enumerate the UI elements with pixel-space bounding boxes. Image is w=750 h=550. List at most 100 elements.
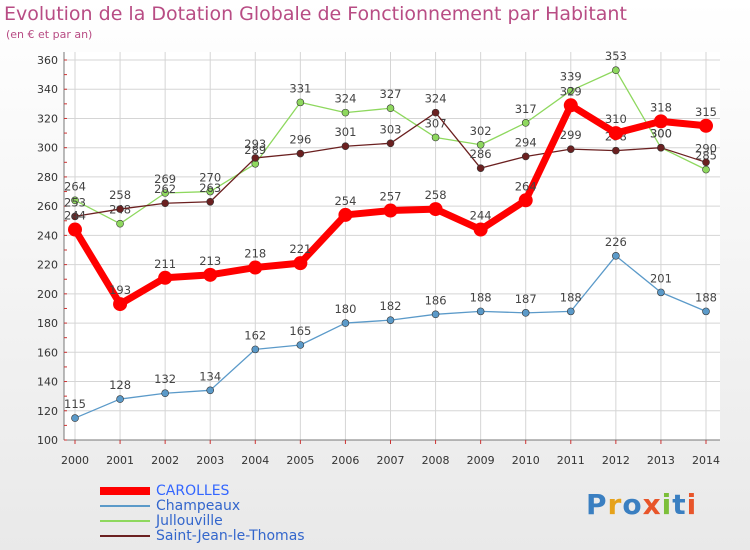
data-point-carolles bbox=[518, 193, 533, 208]
data-label-jullouville: 289 bbox=[244, 143, 266, 157]
data-point-carolles bbox=[293, 256, 308, 271]
data-label-jullouville: 339 bbox=[560, 70, 582, 84]
data-label-saint-jean-le-thomas: 290 bbox=[695, 141, 717, 155]
x-tick-label: 2002 bbox=[151, 454, 179, 467]
data-label-champeaux: 201 bbox=[650, 271, 672, 285]
y-tick-label: 160 bbox=[37, 346, 58, 359]
data-point-champeaux bbox=[161, 389, 169, 398]
data-point-jullouville bbox=[521, 119, 530, 127]
legend-swatch bbox=[100, 535, 150, 537]
data-point-carolles bbox=[113, 297, 128, 312]
data-point-champeaux bbox=[71, 414, 79, 422]
data-point-saint-jean-le-thomas bbox=[566, 145, 575, 153]
legend-swatch bbox=[100, 505, 150, 507]
data-point-jullouville bbox=[566, 86, 575, 95]
data-label-saint-jean-le-thomas: 258 bbox=[109, 188, 131, 202]
data-point-jullouville bbox=[476, 140, 485, 149]
data-label-champeaux: 188 bbox=[470, 290, 492, 304]
data-label-jullouville: 353 bbox=[605, 49, 627, 63]
data-point-jullouville bbox=[341, 108, 350, 117]
y-tick-label: 320 bbox=[37, 112, 58, 125]
data-point-carolles bbox=[158, 270, 173, 285]
legend-label: Jullouville bbox=[156, 513, 223, 529]
data-label-saint-jean-le-thomas: 294 bbox=[515, 135, 537, 149]
x-tick-label: 2008 bbox=[422, 454, 450, 467]
data-point-saint-jean-le-thomas bbox=[161, 199, 169, 208]
chart-title: Evolution de la Dotation Globale de Fonc… bbox=[4, 3, 627, 25]
y-tick-label: 240 bbox=[37, 229, 58, 242]
y-tick-label: 340 bbox=[37, 83, 58, 96]
data-label-champeaux: 182 bbox=[380, 299, 402, 313]
data-label-carolles: 193 bbox=[109, 283, 131, 297]
x-tick-label: 2010 bbox=[512, 454, 540, 467]
data-point-carolles bbox=[203, 267, 218, 282]
data-label-carolles: 315 bbox=[695, 105, 717, 119]
data-point-jullouville bbox=[206, 187, 215, 196]
data-label-champeaux: 134 bbox=[199, 369, 221, 383]
legend-swatch bbox=[100, 487, 150, 495]
data-label-champeaux: 128 bbox=[109, 378, 131, 392]
data-point-carolles bbox=[473, 222, 488, 237]
data-point-saint-jean-le-thomas bbox=[386, 139, 395, 148]
data-label-saint-jean-le-thomas: 263 bbox=[199, 181, 221, 195]
data-point-saint-jean-le-thomas bbox=[431, 108, 440, 117]
data-point-saint-jean-le-thomas bbox=[657, 143, 665, 152]
data-point-carolles bbox=[653, 114, 668, 129]
data-label-saint-jean-le-thomas: 253 bbox=[64, 195, 86, 209]
data-point-saint-jean-le-thomas bbox=[476, 164, 485, 172]
data-label-champeaux: 180 bbox=[334, 302, 356, 316]
data-label-saint-jean-le-thomas: 303 bbox=[380, 122, 402, 136]
data-point-jullouville bbox=[431, 133, 440, 142]
brand-logo: Proxiti bbox=[586, 488, 698, 521]
x-tick-label: 2007 bbox=[377, 454, 405, 467]
data-point-saint-jean-le-thomas bbox=[116, 205, 124, 213]
legend-label: Champeaux bbox=[156, 498, 241, 514]
y-tick-label: 260 bbox=[37, 200, 58, 213]
data-label-carolles: 257 bbox=[380, 190, 402, 204]
x-tick-label: 2004 bbox=[241, 454, 269, 467]
data-point-jullouville bbox=[296, 98, 305, 107]
data-label-champeaux: 187 bbox=[515, 292, 537, 306]
data-label-champeaux: 162 bbox=[244, 328, 266, 342]
data-label-jullouville: 324 bbox=[334, 92, 356, 106]
data-point-jullouville bbox=[612, 66, 620, 75]
y-tick-label: 200 bbox=[37, 288, 58, 301]
legend-swatch bbox=[100, 520, 150, 522]
x-tick-label: 2009 bbox=[467, 454, 495, 467]
data-point-saint-jean-le-thomas bbox=[341, 142, 350, 151]
data-label-saint-jean-le-thomas: 301 bbox=[334, 125, 356, 139]
data-point-champeaux bbox=[341, 319, 350, 327]
data-point-carolles bbox=[699, 118, 713, 133]
x-tick-label: 2003 bbox=[196, 454, 224, 467]
data-label-saint-jean-le-thomas: 286 bbox=[470, 147, 492, 161]
data-point-champeaux bbox=[566, 307, 575, 316]
data-point-carolles bbox=[338, 207, 353, 222]
data-point-champeaux bbox=[386, 316, 395, 324]
y-tick-label: 300 bbox=[37, 142, 58, 155]
data-label-champeaux: 165 bbox=[289, 324, 311, 338]
chart-subtitle: (en € et par an) bbox=[6, 28, 93, 41]
data-point-carolles bbox=[428, 202, 443, 217]
y-tick-label: 180 bbox=[37, 317, 58, 330]
data-label-champeaux: 186 bbox=[425, 293, 447, 307]
data-point-saint-jean-le-thomas bbox=[206, 197, 215, 206]
data-point-carolles bbox=[383, 203, 398, 218]
data-point-jullouville bbox=[702, 165, 710, 174]
data-point-champeaux bbox=[206, 386, 215, 395]
data-point-champeaux bbox=[521, 309, 530, 317]
data-point-saint-jean-le-thomas bbox=[521, 152, 530, 161]
data-label-champeaux: 115 bbox=[64, 397, 86, 411]
data-point-saint-jean-le-thomas bbox=[296, 149, 305, 158]
data-point-saint-jean-le-thomas bbox=[251, 154, 260, 162]
data-label-saint-jean-le-thomas: 293 bbox=[244, 137, 266, 151]
data-point-jullouville bbox=[386, 104, 395, 113]
data-label-saint-jean-le-thomas: 262 bbox=[154, 182, 176, 196]
data-label-champeaux: 188 bbox=[560, 290, 582, 304]
data-point-champeaux bbox=[116, 395, 124, 403]
data-label-carolles: 244 bbox=[470, 209, 492, 223]
data-point-saint-jean-le-thomas bbox=[702, 158, 710, 167]
data-label-carolles: 254 bbox=[334, 194, 356, 208]
data-label-carolles: 218 bbox=[244, 247, 266, 261]
data-label-champeaux: 188 bbox=[695, 290, 717, 304]
